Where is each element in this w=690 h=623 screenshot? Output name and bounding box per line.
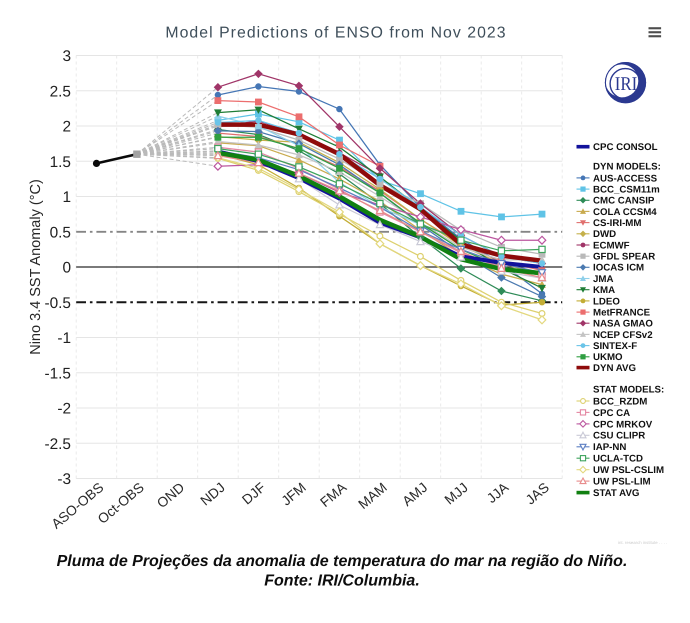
svg-text:CSU CLIPR: CSU CLIPR xyxy=(593,431,645,442)
svg-text:CPC MRKOV: CPC MRKOV xyxy=(593,419,653,430)
svg-text:-3: -3 xyxy=(57,471,71,488)
svg-text:IOCAS ICM: IOCAS ICM xyxy=(593,263,644,274)
svg-text:AUS-ACCESS: AUS-ACCESS xyxy=(593,173,658,184)
svg-text:NCEP CFSv2: NCEP CFSv2 xyxy=(593,330,653,341)
svg-text:IAP-NN: IAP-NN xyxy=(593,442,626,453)
svg-text:-1: -1 xyxy=(57,330,71,347)
svg-text:KMA: KMA xyxy=(593,285,615,296)
svg-text:DYN AVG: DYN AVG xyxy=(593,363,636,374)
svg-text:BCC_CSM11m: BCC_CSM11m xyxy=(593,185,660,196)
svg-text:1.5: 1.5 xyxy=(50,154,71,171)
svg-text:Model Predictions of ENSO from: Model Predictions of ENSO from Nov 2023 xyxy=(165,25,506,42)
svg-text:COLA CCSM4: COLA CCSM4 xyxy=(593,207,657,218)
svg-text:2.5: 2.5 xyxy=(50,83,71,100)
svg-text:GFDL SPEAR: GFDL SPEAR xyxy=(593,252,655,263)
svg-text:STAT MODELS:: STAT MODELS: xyxy=(593,385,664,396)
svg-text:-0.5: -0.5 xyxy=(44,295,71,312)
svg-text:Nino 3.4 SST Anomaly (°C): Nino 3.4 SST Anomaly (°C) xyxy=(28,179,44,355)
svg-text:0: 0 xyxy=(62,260,71,277)
svg-text:Pluma de Projeções da anomalia: Pluma de Projeções da anomalia de temper… xyxy=(57,553,628,570)
svg-text:LDEO: LDEO xyxy=(593,296,620,307)
svg-text:MetFRANCE: MetFRANCE xyxy=(593,308,651,319)
svg-text:-2.5: -2.5 xyxy=(44,436,71,453)
svg-text:-2: -2 xyxy=(57,401,71,418)
svg-text:1: 1 xyxy=(62,189,71,206)
svg-text:CPC CA: CPC CA xyxy=(593,408,630,419)
svg-text:DWD: DWD xyxy=(593,229,616,240)
svg-text:3: 3 xyxy=(62,48,71,65)
svg-text:-1.5: -1.5 xyxy=(44,365,71,382)
svg-text:CPC CONSOL: CPC CONSOL xyxy=(593,142,658,153)
svg-text:2: 2 xyxy=(62,119,71,136)
svg-text:UW PSL-LIM: UW PSL-LIM xyxy=(593,477,651,488)
svg-text:DYN MODELS:: DYN MODELS: xyxy=(593,162,661,173)
svg-text:0.5: 0.5 xyxy=(50,224,71,241)
svg-text:UCLA-TCD: UCLA-TCD xyxy=(593,454,643,465)
svg-text:JMA: JMA xyxy=(593,274,613,285)
svg-text:ECMWF: ECMWF xyxy=(593,240,630,251)
svg-text:SINTEX-F: SINTEX-F xyxy=(593,341,637,352)
svg-text:UKMO: UKMO xyxy=(593,352,623,363)
svg-text:UW PSL-CSLIM: UW PSL-CSLIM xyxy=(593,465,664,476)
svg-text:CS-IRI-MM: CS-IRI-MM xyxy=(593,218,641,229)
svg-text:CMC CANSIP: CMC CANSIP xyxy=(593,196,655,207)
svg-text:NASA GMAO: NASA GMAO xyxy=(593,319,653,330)
svg-text:Fonte: IRI/Columbia.: Fonte: IRI/Columbia. xyxy=(264,573,420,590)
svg-text:BCC_RZDM: BCC_RZDM xyxy=(593,396,647,407)
svg-text:IRI: IRI xyxy=(615,74,638,95)
svg-text:int. research institute . . .: int. research institute . . . . xyxy=(618,540,667,545)
svg-text:STAT AVG: STAT AVG xyxy=(593,488,639,499)
